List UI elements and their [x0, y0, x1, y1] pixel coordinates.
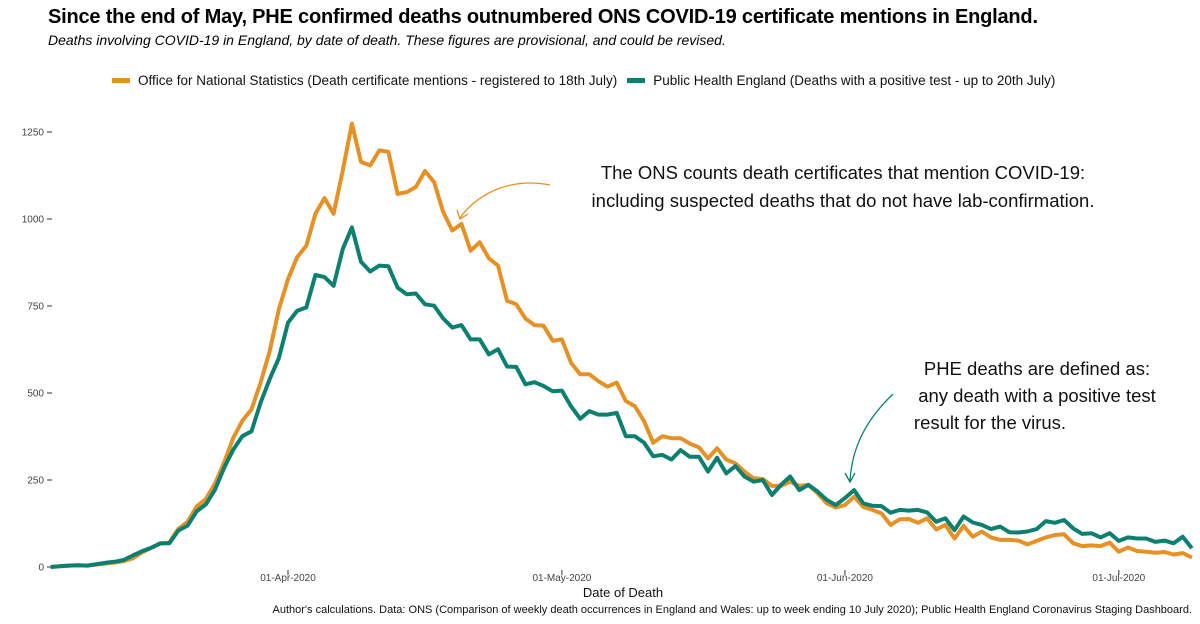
annotation-ons-arrowhead — [456, 209, 469, 220]
legend-label-ons: Office for National Statistics (Death ce… — [138, 73, 618, 88]
y-tick-label: 250 — [27, 476, 44, 487]
x-tick-label: 01-May-2020 — [532, 573, 591, 584]
y-tick-label: 750 — [27, 302, 44, 313]
annotation-phe-line-3: result for the virus. — [914, 412, 1066, 433]
y-tick-label: 500 — [27, 389, 44, 400]
annotation-ons-line-2: including suspected deaths that do not h… — [592, 190, 1095, 211]
x-axis-title: Date of Death — [583, 585, 663, 600]
caption: Author's calculations. Data: ONS (Compar… — [273, 604, 1192, 616]
annotation-phe: PHE deaths are defined as: any death wit… — [844, 358, 1156, 484]
legend-item-ons: Office for National Statistics (Death ce… — [112, 73, 617, 88]
chart-title: Since the end of May, PHE confirmed deat… — [48, 6, 1038, 28]
legend-key-ons — [112, 78, 130, 83]
annotation-phe-arrow — [849, 393, 894, 482]
x-tick-label: 01-Jul-2020 — [1092, 573, 1145, 584]
chart-subtitle: Deaths involving COVID-19 in England, by… — [48, 32, 726, 48]
y-tick-label: 1250 — [22, 128, 45, 139]
series-line-phe — [50, 225, 1194, 569]
y-tick-label: 1000 — [22, 215, 45, 226]
x-tick-label: 01-Jun-2020 — [817, 573, 874, 584]
annotation-ons: The ONS counts death certificates that m… — [456, 162, 1095, 220]
series-line-ons — [50, 121, 1193, 569]
x-tick-label: 01-Apr-2020 — [260, 573, 316, 584]
annotation-ons-line-1: The ONS counts death certificates that m… — [601, 162, 1085, 183]
legend: Office for National Statistics (Death ce… — [112, 73, 1065, 88]
x-axis: 01-Apr-2020 01-May-2020 01-Jun-2020 01-Jul-… — [260, 570, 1146, 584]
y-tick-label: 0 — [38, 563, 44, 574]
legend-label-phe: Public Health England (Deaths with a pos… — [653, 73, 1056, 88]
series-lines — [50, 121, 1194, 569]
annotation-phe-arrowhead — [844, 472, 856, 484]
annotation-phe-line-2: any death with a positive test — [918, 385, 1156, 406]
annotation-ons-arrow — [459, 182, 551, 219]
y-axis: 0 250 500 750 1000 1250 — [22, 128, 52, 574]
legend-key-phe — [627, 78, 646, 83]
annotation-phe-line-1: PHE deaths are defined as: — [924, 358, 1150, 379]
legend-item-phe: Public Health England (Deaths with a pos… — [627, 73, 1055, 88]
